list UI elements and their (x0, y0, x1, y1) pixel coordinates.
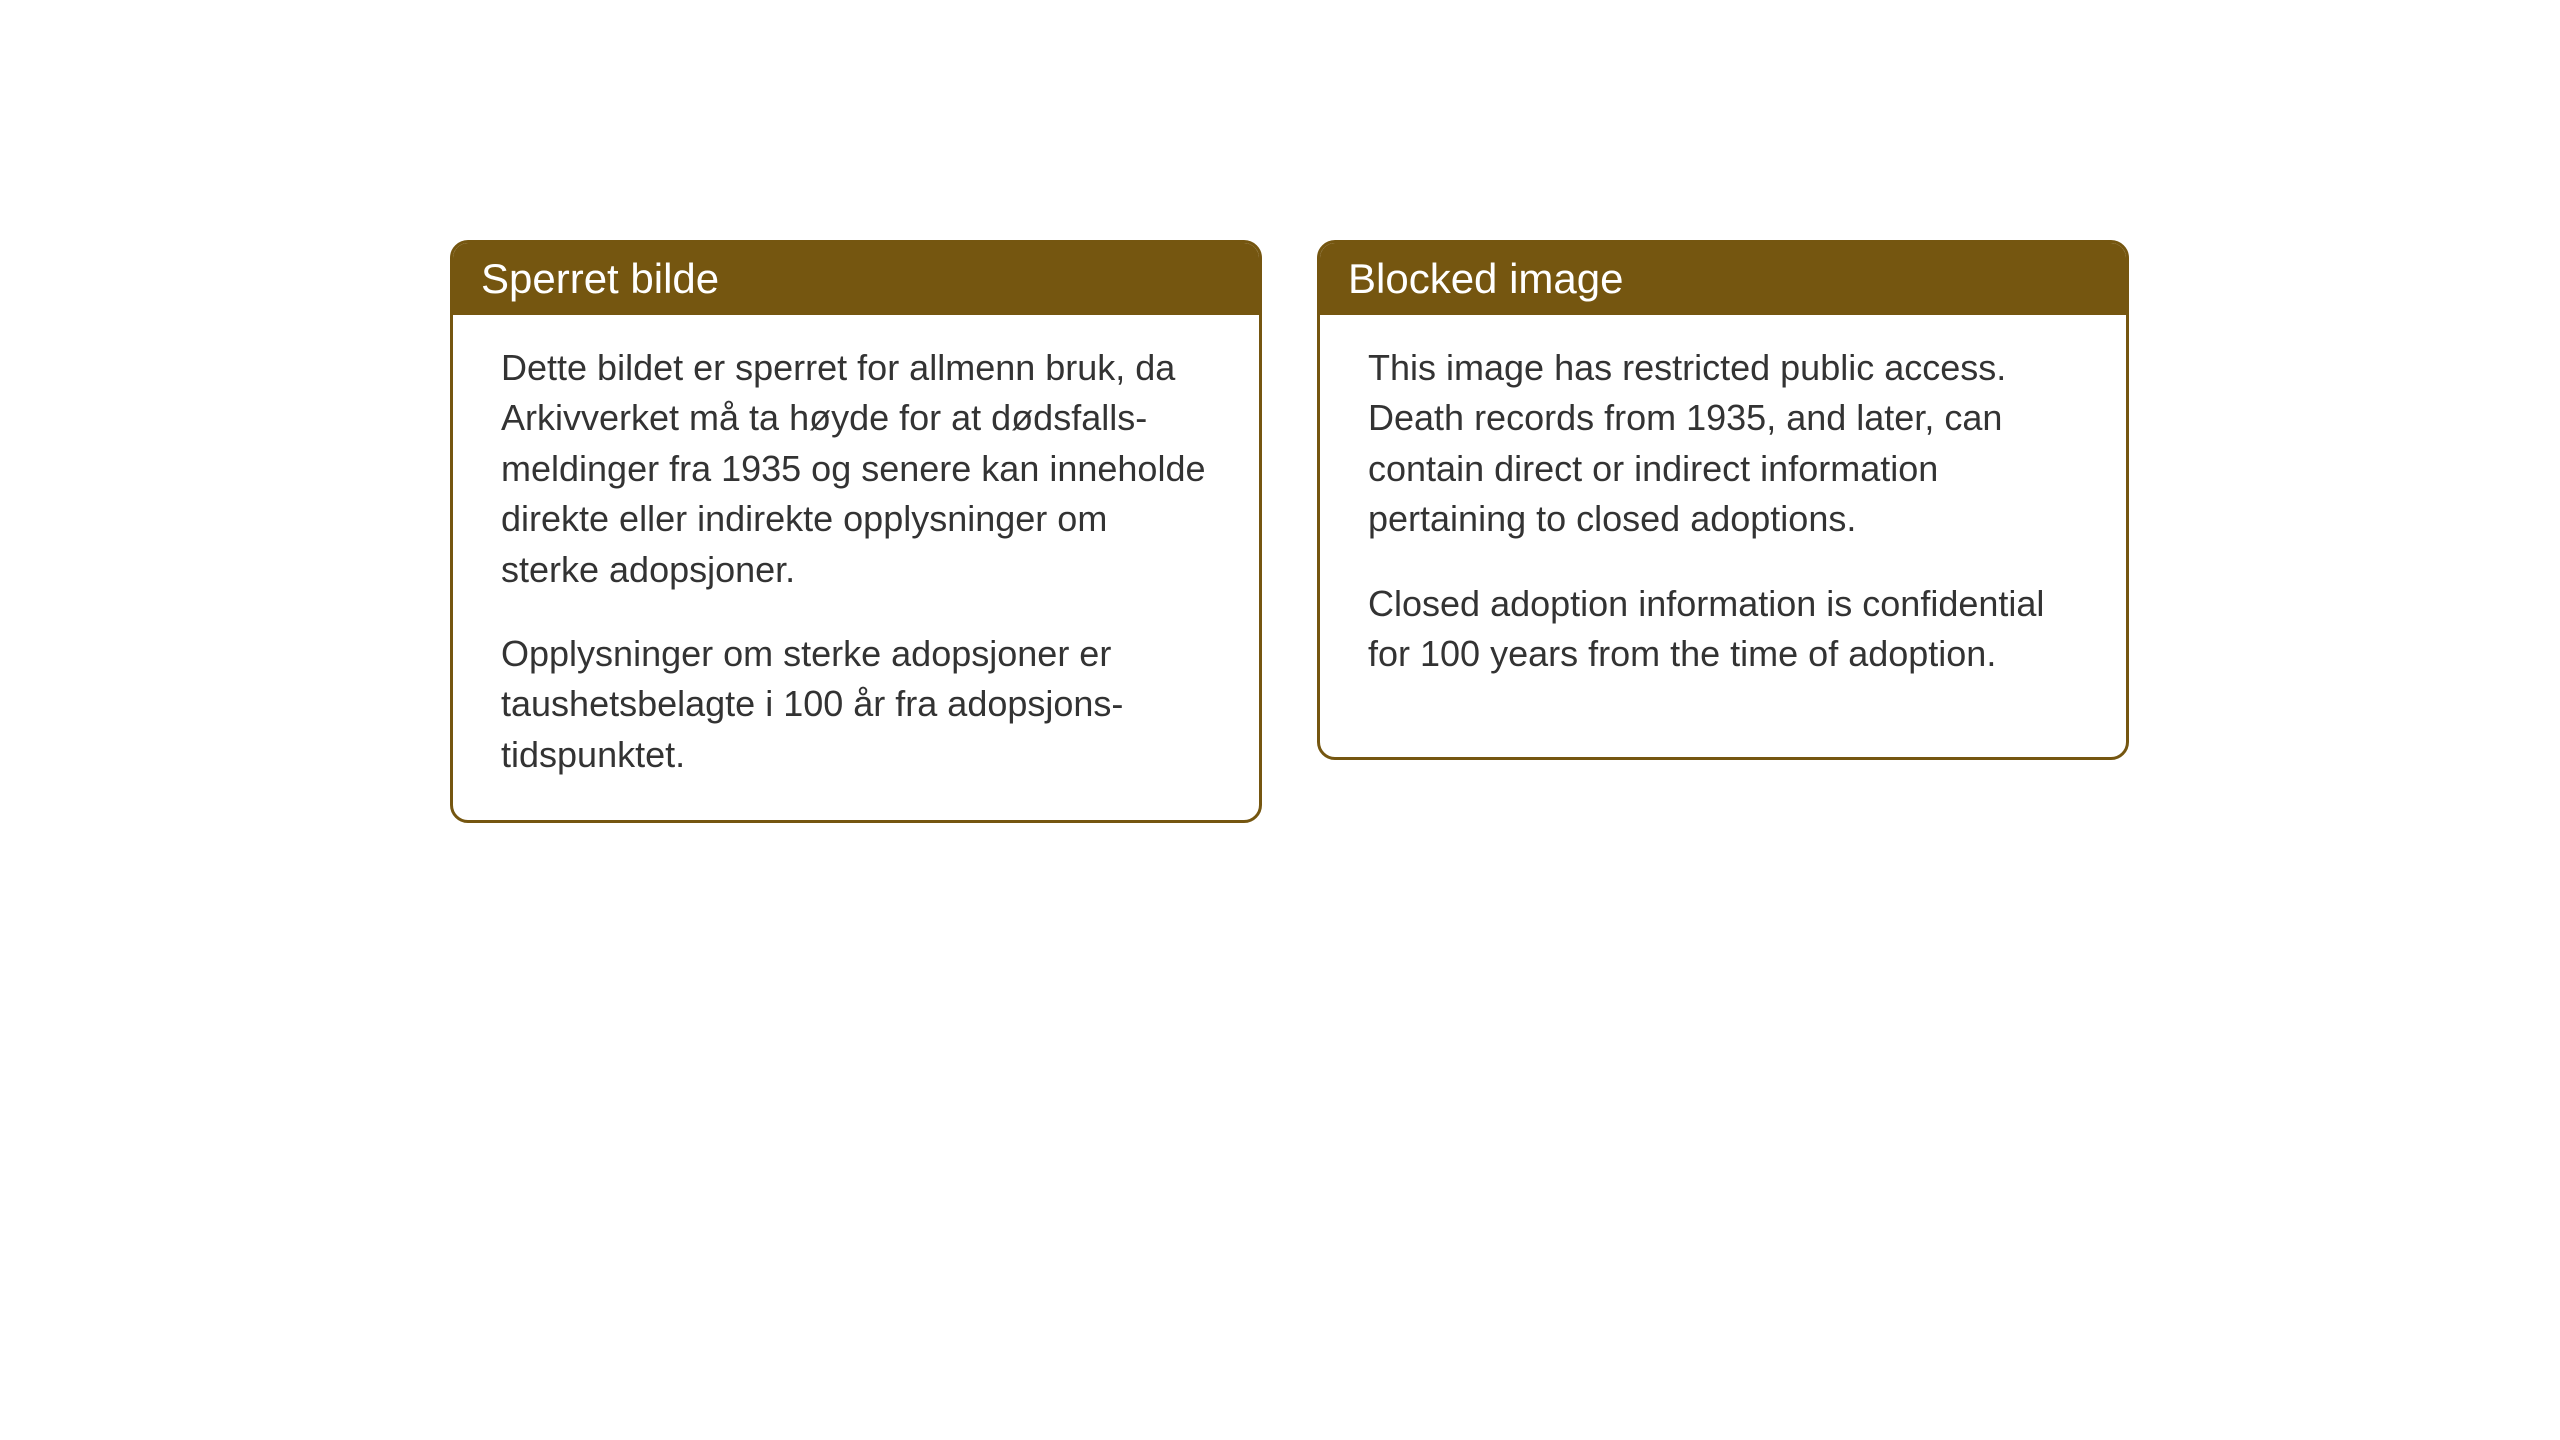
card-english-header: Blocked image (1320, 243, 2126, 315)
card-norwegian: Sperret bilde Dette bildet er sperret fo… (450, 240, 1262, 823)
card-english-paragraph-1: This image has restricted public access.… (1368, 343, 2078, 545)
card-norwegian-header: Sperret bilde (453, 243, 1259, 315)
card-english-paragraph-2: Closed adoption information is confident… (1368, 579, 2078, 680)
card-norwegian-paragraph-2: Opplysninger om sterke adopsjoner er tau… (501, 629, 1211, 780)
cards-container: Sperret bilde Dette bildet er sperret fo… (450, 240, 2129, 823)
card-norwegian-title: Sperret bilde (481, 255, 719, 302)
card-english: Blocked image This image has restricted … (1317, 240, 2129, 760)
card-english-body: This image has restricted public access.… (1320, 315, 2126, 719)
card-norwegian-body: Dette bildet er sperret for allmenn bruk… (453, 315, 1259, 820)
card-english-title: Blocked image (1348, 255, 1623, 302)
card-norwegian-paragraph-1: Dette bildet er sperret for allmenn bruk… (501, 343, 1211, 595)
